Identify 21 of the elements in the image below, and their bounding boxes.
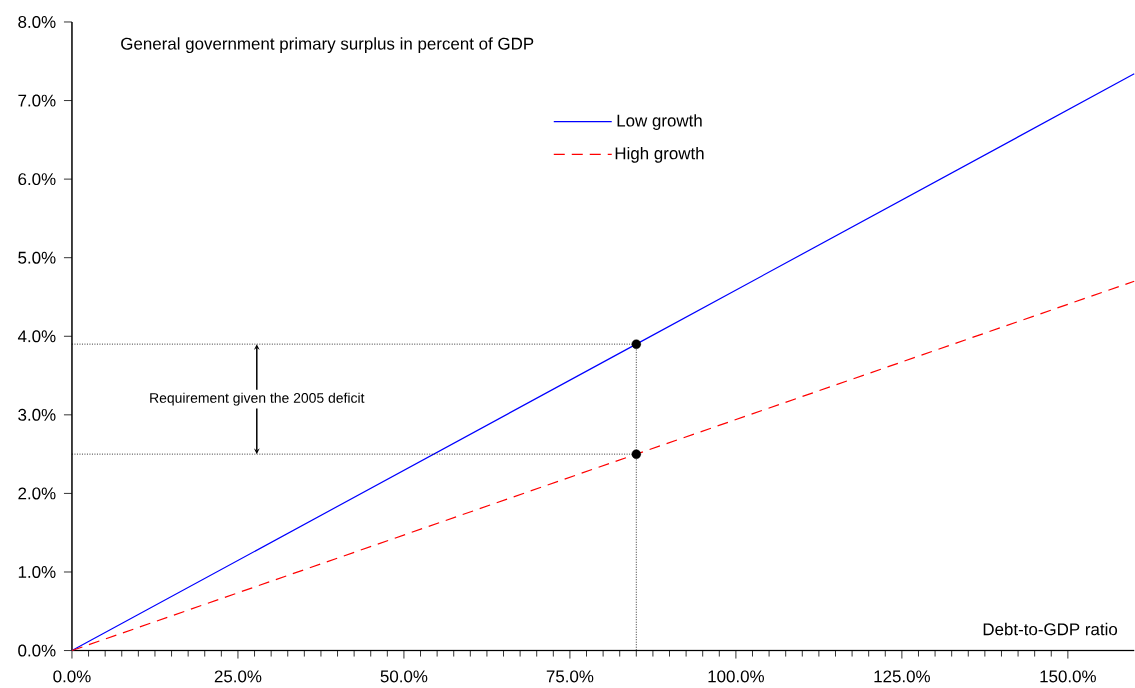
y-tick-label: 2.0%: [18, 487, 56, 500]
x-tick-label: 50.0%: [380, 670, 428, 683]
y-tick-label: 1.0%: [18, 565, 56, 578]
y-tick-label: 5.0%: [18, 251, 56, 264]
y-tick-label: 3.0%: [18, 408, 56, 421]
y-tick-label: 8.0%: [18, 15, 56, 28]
text: General government primary surplus in percent of GDP: [121, 37, 534, 54]
x-tick-label: 0.0%: [53, 670, 91, 683]
x-tick-label: 150.0%: [1040, 670, 1096, 683]
legend-label: High growth: [615, 146, 704, 163]
y-tick-label: 6.0%: [18, 173, 56, 186]
legend-label: Low growth: [617, 114, 702, 130]
x-axis-title: Debt-to-GDP ratio: [983, 622, 1118, 636]
annotation: Requirement given the 2005 deficit: [150, 392, 365, 406]
y-tick-label: 7.0%: [18, 94, 56, 107]
y-tick-label: 4.0%: [17, 330, 56, 343]
x-tick-label: 75.0%: [546, 670, 594, 683]
y-tick-label: 0.0%: [18, 644, 56, 657]
x-tick-label: 25.0%: [214, 670, 262, 683]
x-tick-label: 100.0%: [708, 670, 764, 683]
x-tick-label: 125.0%: [874, 670, 930, 683]
